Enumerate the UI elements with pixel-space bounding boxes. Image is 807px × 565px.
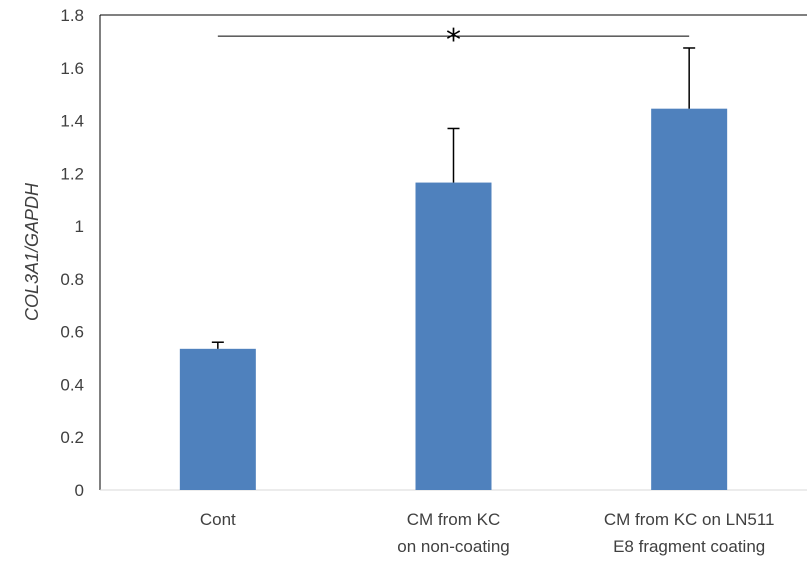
y-tick-label: 1	[75, 217, 84, 236]
bars	[179, 108, 728, 491]
category-label: Cont	[200, 510, 236, 529]
error-bars	[211, 47, 696, 349]
bar	[651, 108, 728, 491]
y-axis-label: COL3A1/GAPDH	[22, 182, 42, 321]
category-label: on non-coating	[397, 537, 509, 556]
y-tick-labels: 0 0.2 0.4 0.6 0.8 1 1.2 1.4 1.6 1.8	[60, 6, 84, 500]
category-label: CM from KC on LN511	[604, 510, 775, 529]
y-tick-label: 1.8	[60, 6, 84, 25]
y-tick-label: 1.2	[60, 164, 84, 183]
y-tick-label: 0	[75, 481, 84, 500]
category-label: E8 fragment coating	[613, 537, 765, 556]
y-tick-label: 0.4	[60, 375, 84, 394]
y-tick-label: 1.4	[60, 112, 84, 131]
category-label: CM from KC	[407, 510, 501, 529]
y-tick-label: 0.2	[60, 428, 84, 447]
y-tick-label: 1.6	[60, 59, 84, 78]
significance-annotations: *	[217, 23, 690, 58]
bar	[179, 348, 256, 490]
y-tick-label: 0.6	[60, 323, 84, 342]
significance-marker: *	[446, 23, 461, 58]
y-tick-label: 0.8	[60, 270, 84, 289]
category-labels: Cont CM from KC on non-coating CM from KC o…	[200, 510, 775, 556]
bar	[415, 182, 492, 490]
